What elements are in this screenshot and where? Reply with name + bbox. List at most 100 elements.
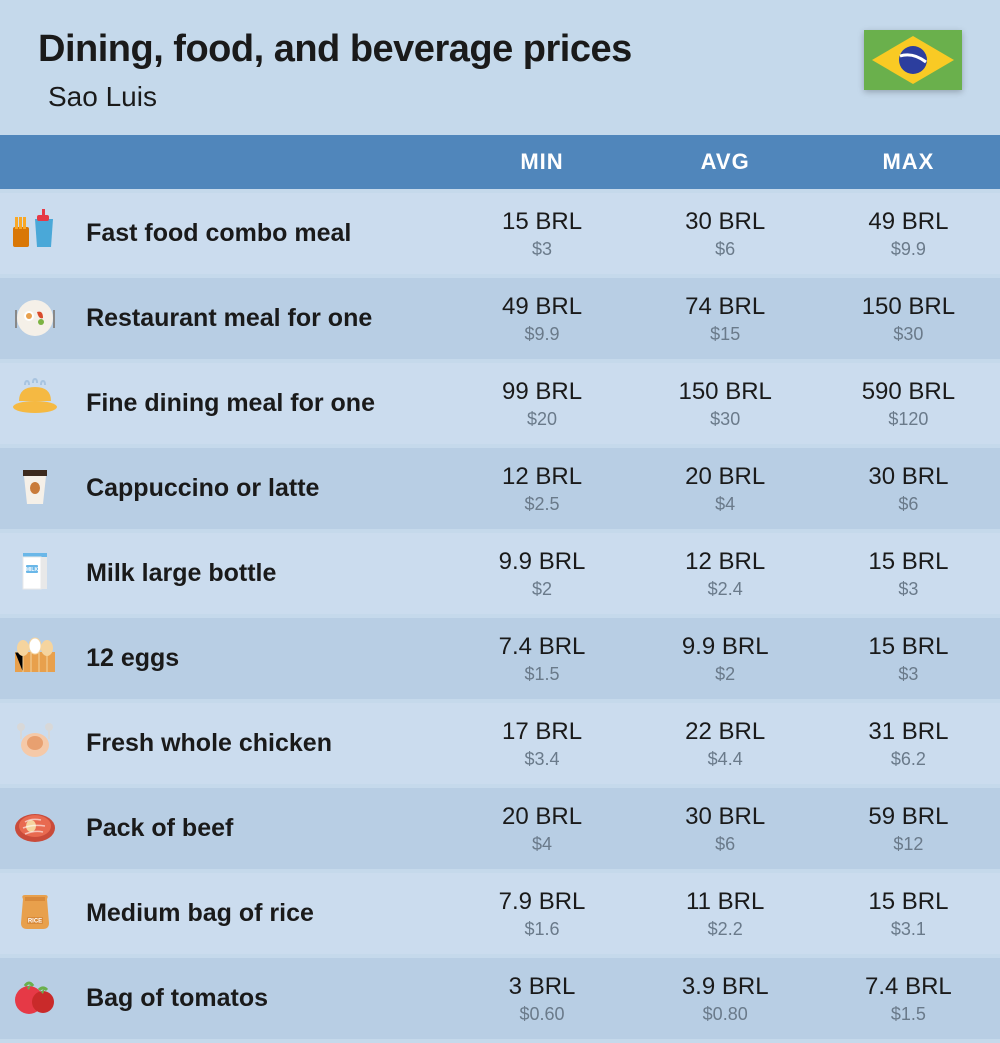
eggs-icon xyxy=(0,618,70,699)
avg-brl: 22 BRL xyxy=(634,717,817,747)
avg-brl: 12 BRL xyxy=(634,547,817,577)
svg-text:MILK: MILK xyxy=(26,567,39,573)
avg-price: 11 BRL $2.2 xyxy=(634,873,817,954)
item-name: 12 eggs xyxy=(70,618,450,699)
min-usd: $3.4 xyxy=(450,749,633,770)
item-name: Fast food combo meal xyxy=(70,193,450,274)
fastfood-icon xyxy=(0,193,70,274)
table-row: RICE Medium bag of rice 7.9 BRL $1.6 11 … xyxy=(0,873,1000,954)
page-header: Dining, food, and beverage prices Sao Lu… xyxy=(0,0,1000,131)
item-name: Medium bag of rice xyxy=(70,873,450,954)
avg-usd: $4 xyxy=(634,494,817,515)
avg-usd: $6 xyxy=(634,239,817,260)
min-price: 15 BRL $3 xyxy=(450,193,633,274)
avg-usd: $30 xyxy=(634,409,817,430)
min-usd: $3 xyxy=(450,239,633,260)
max-brl: 59 BRL xyxy=(817,802,1000,832)
col-avg: AVG xyxy=(634,135,817,189)
min-brl: 3 BRL xyxy=(450,972,633,1002)
max-price: 15 BRL $3 xyxy=(817,618,1000,699)
table-row: Fast food combo meal 15 BRL $3 30 BRL $6… xyxy=(0,193,1000,274)
min-price: 99 BRL $20 xyxy=(450,363,633,444)
page-subtitle: Sao Luis xyxy=(48,81,962,113)
max-brl: 49 BRL xyxy=(817,207,1000,237)
brazil-flag-icon xyxy=(864,30,962,90)
avg-brl: 30 BRL xyxy=(634,207,817,237)
col-min: MIN xyxy=(450,135,633,189)
max-brl: 15 BRL xyxy=(817,547,1000,577)
beef-icon xyxy=(0,788,70,869)
max-price: 590 BRL $120 xyxy=(817,363,1000,444)
max-usd: $12 xyxy=(817,834,1000,855)
avg-brl: 20 BRL xyxy=(634,462,817,492)
max-price: 7.4 BRL $1.5 xyxy=(817,958,1000,1039)
min-price: 49 BRL $9.9 xyxy=(450,278,633,359)
max-brl: 150 BRL xyxy=(817,292,1000,322)
max-brl: 31 BRL xyxy=(817,717,1000,747)
max-usd: $1.5 xyxy=(817,1004,1000,1025)
max-usd: $9.9 xyxy=(817,239,1000,260)
max-brl: 590 BRL xyxy=(817,377,1000,407)
item-name: Bag of tomatos xyxy=(70,958,450,1039)
min-brl: 20 BRL xyxy=(450,802,633,832)
max-usd: $3 xyxy=(817,664,1000,685)
chicken-icon xyxy=(0,703,70,784)
table-row: MILK Milk large bottle 9.9 BRL $2 12 BRL… xyxy=(0,533,1000,614)
max-price: 150 BRL $30 xyxy=(817,278,1000,359)
tomato-icon xyxy=(0,958,70,1039)
col-max: MAX xyxy=(817,135,1000,189)
min-brl: 12 BRL xyxy=(450,462,633,492)
max-brl: 15 BRL xyxy=(817,632,1000,662)
min-price: 7.4 BRL $1.5 xyxy=(450,618,633,699)
avg-usd: $4.4 xyxy=(634,749,817,770)
rice-icon: RICE xyxy=(0,873,70,954)
avg-brl: 9.9 BRL xyxy=(634,632,817,662)
avg-brl: 74 BRL xyxy=(634,292,817,322)
svg-text:RICE: RICE xyxy=(28,919,42,925)
min-brl: 9.9 BRL xyxy=(450,547,633,577)
min-usd: $0.60 xyxy=(450,1004,633,1025)
milk-icon: MILK xyxy=(0,533,70,614)
min-usd: $9.9 xyxy=(450,324,633,345)
avg-price: 30 BRL $6 xyxy=(634,193,817,274)
item-name: Fresh whole chicken xyxy=(70,703,450,784)
table-row: Bag of tomatos 3 BRL $0.60 3.9 BRL $0.80… xyxy=(0,958,1000,1039)
table-row: Pack of beef 20 BRL $4 30 BRL $6 59 BRL … xyxy=(0,788,1000,869)
min-usd: $2.5 xyxy=(450,494,633,515)
min-brl: 99 BRL xyxy=(450,377,633,407)
max-price: 31 BRL $6.2 xyxy=(817,703,1000,784)
avg-usd: $2.4 xyxy=(634,579,817,600)
avg-brl: 30 BRL xyxy=(634,802,817,832)
avg-price: 3.9 BRL $0.80 xyxy=(634,958,817,1039)
avg-usd: $0.80 xyxy=(634,1004,817,1025)
max-usd: $6 xyxy=(817,494,1000,515)
avg-price: 12 BRL $2.4 xyxy=(634,533,817,614)
table-row: 12 eggs 7.4 BRL $1.5 9.9 BRL $2 15 BRL $… xyxy=(0,618,1000,699)
max-price: 49 BRL $9.9 xyxy=(817,193,1000,274)
col-item xyxy=(70,135,450,189)
item-name: Pack of beef xyxy=(70,788,450,869)
table-row: Cappuccino or latte 12 BRL $2.5 20 BRL $… xyxy=(0,448,1000,529)
avg-brl: 3.9 BRL xyxy=(634,972,817,1002)
avg-price: 30 BRL $6 xyxy=(634,788,817,869)
max-price: 15 BRL $3 xyxy=(817,533,1000,614)
max-brl: 7.4 BRL xyxy=(817,972,1000,1002)
min-brl: 15 BRL xyxy=(450,207,633,237)
min-brl: 49 BRL xyxy=(450,292,633,322)
avg-price: 20 BRL $4 xyxy=(634,448,817,529)
max-usd: $30 xyxy=(817,324,1000,345)
item-name: Fine dining meal for one xyxy=(70,363,450,444)
coffee-icon xyxy=(0,448,70,529)
avg-usd: $6 xyxy=(634,834,817,855)
min-usd: $1.6 xyxy=(450,919,633,940)
avg-usd: $2.2 xyxy=(634,919,817,940)
avg-brl: 150 BRL xyxy=(634,377,817,407)
min-price: 17 BRL $3.4 xyxy=(450,703,633,784)
avg-price: 9.9 BRL $2 xyxy=(634,618,817,699)
min-price: 9.9 BRL $2 xyxy=(450,533,633,614)
item-name: Restaurant meal for one xyxy=(70,278,450,359)
item-name: Cappuccino or latte xyxy=(70,448,450,529)
col-icon xyxy=(0,135,70,189)
min-usd: $2 xyxy=(450,579,633,600)
min-brl: 7.4 BRL xyxy=(450,632,633,662)
